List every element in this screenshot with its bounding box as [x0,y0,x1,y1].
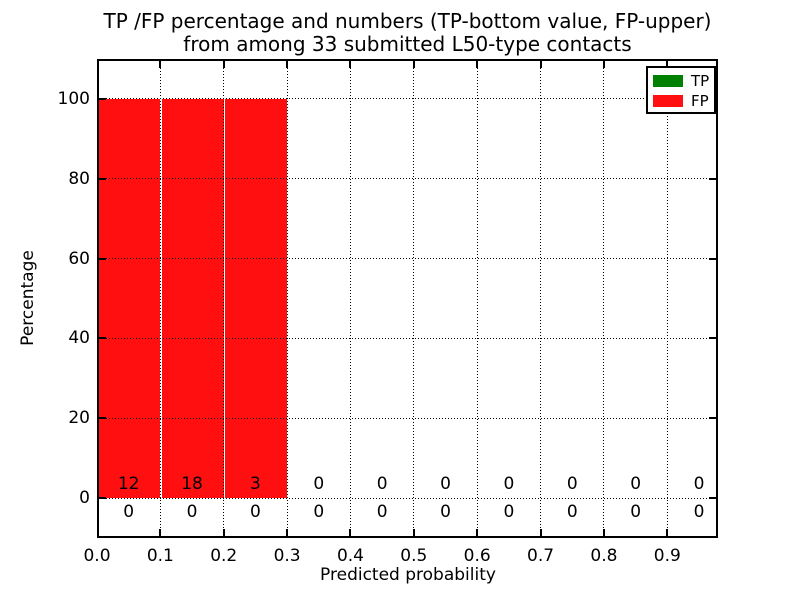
fp-count-label: 0 [503,474,515,495]
x-tick-bottom [539,529,542,536]
fp-count-label: 18 [181,474,203,495]
x-tick-label: 0.1 [146,546,174,566]
v-gridline [286,59,288,538]
x-tick-top [412,61,415,68]
bar-fp [225,98,288,499]
x-tick-bottom [286,529,289,536]
y-tick-right [709,257,716,260]
fp-count-label: 0 [693,474,705,495]
v-gridline [349,59,351,538]
chart-title-line1: TP /FP percentage and numbers (TP-bottom… [103,9,712,33]
x-tick-bottom [222,529,225,536]
y-tick-right [709,417,716,420]
x-tick-bottom [159,529,162,536]
tp-count-label: 0 [693,502,705,523]
x-tick-bottom [412,529,415,536]
tp-count-label: 0 [123,502,135,523]
y-axis-label: Percentage [18,250,38,346]
h-gridline [97,417,718,419]
x-tick-bottom [97,529,98,536]
bar-fp [161,98,224,499]
x-tick-top [97,61,98,68]
x-tick-bottom [666,529,669,536]
y-tick-left [99,97,106,100]
tp-count-label: 0 [630,502,642,523]
x-tick-label: 0.6 [463,546,491,566]
fp-count-label: 0 [376,474,388,495]
y-tick-left [99,177,106,180]
x-tick-label: 0.2 [210,546,238,566]
x-tick-top [286,61,289,68]
bar-fp [97,98,161,499]
v-gridline [413,59,415,538]
legend: TP FP [646,66,716,114]
x-tick-top [159,61,162,68]
legend-swatch-tp-icon [653,75,683,87]
x-tick-top [539,61,542,68]
x-tick-label: 0.4 [336,546,364,566]
fp-count-label: 0 [566,474,578,495]
tp-count-label: 0 [313,502,325,523]
y-tick-label: 100 [57,88,90,109]
x-tick-bottom [476,529,479,536]
h-gridline [97,178,718,180]
x-tick-top [476,61,479,68]
y-tick-right [709,337,716,340]
legend-label-tp: TP [691,71,710,90]
y-tick-label: 20 [68,408,90,429]
legend-label-fp: FP [691,91,709,110]
chart-title-line2: from among 33 submitted L50-type contact… [183,32,632,56]
legend-swatch-fp-icon [653,95,683,107]
y-tick-left [99,497,106,500]
plot-area: 12 0 18 0 3 0 0 0 0 0 0 0 0 0 0 0 0 0 0 0 [97,59,718,538]
x-tick-label: 0.8 [590,546,618,566]
x-tick-top [349,61,352,68]
y-tick-left [99,257,106,260]
x-tick-bottom [349,529,352,536]
legend-item-fp: FP [648,91,714,111]
x-tick-label: 0.7 [527,546,555,566]
fp-count-label: 0 [313,474,325,495]
h-gridline [97,98,718,100]
v-gridline [223,59,225,538]
x-tick-top [666,61,669,68]
h-gridline [97,337,718,339]
fp-count-label: 12 [117,474,140,495]
y-tick-right [709,177,716,180]
h-gridline [97,258,718,260]
tp-count-label: 0 [186,502,198,523]
tp-count-label: 0 [566,502,578,523]
legend-item-tp: TP [648,71,714,91]
y-tick-right [709,497,716,500]
fp-count-label: 0 [630,474,642,495]
fp-count-label: 3 [249,474,261,495]
y-tick-label: 0 [79,488,90,509]
x-tick-label: 0.0 [83,546,111,566]
x-tick-top [222,61,225,68]
y-tick-left [99,337,106,340]
x-tick-label: 0.9 [653,546,681,566]
x-tick-label: 0.3 [273,546,301,566]
v-gridline [540,59,542,538]
v-gridline [476,59,478,538]
tp-count-label: 0 [376,502,388,523]
tp-count-label: 0 [503,502,515,523]
x-tick-label: 0.5 [400,546,428,566]
v-gridline [603,59,605,538]
x-axis-label: Predicted probability [320,565,496,585]
y-tick-left [99,417,106,420]
v-gridline [666,59,668,538]
fp-count-label: 0 [440,474,451,495]
chart-title: TP /FP percentage and numbers (TP-bottom… [97,10,718,56]
h-gridline [97,497,718,499]
v-gridline [159,59,161,538]
x-tick-top [602,61,605,68]
tp-count-label: 0 [440,502,451,523]
x-tick-bottom [602,529,605,536]
y-tick-label: 80 [68,168,90,189]
tp-count-label: 0 [249,502,261,523]
